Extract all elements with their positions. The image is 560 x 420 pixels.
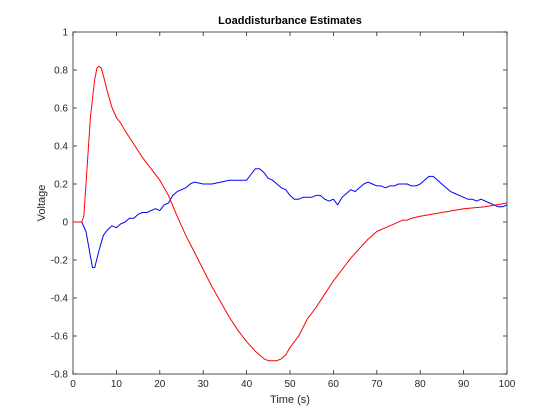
x-tick-label: 30 [198,379,210,390]
y-axis-label: Voltage [36,185,48,222]
axis-ticks: 0 10 20 30 40 50 60 70 80 90 100 -0.8 -0.6 -0.4 -0.2 0 0… [51,28,516,391]
x-tick-label: 0 [70,379,76,390]
y-tick-label: 1 [62,28,68,39]
x-axis-label: Time (s) [270,394,310,406]
x-tick-label: 40 [241,379,253,390]
y-tick-label: -0.8 [51,370,69,381]
series-line-2 [73,65,508,362]
x-tick-label: 80 [415,379,427,390]
y-tick-label: 0.8 [54,66,68,77]
series-layer [73,65,508,362]
chart-title: Loaddisturbance Estimates [218,15,362,27]
y-tick-label: 0.4 [54,142,68,153]
plot-area [72,31,508,375]
x-tick-label: 70 [371,379,383,390]
x-tick-label: 100 [499,379,516,390]
y-tick-label: -0.2 [51,256,69,267]
x-tick-label: 90 [458,379,470,390]
x-tick-label: 20 [154,379,166,390]
y-tick-label: 0 [62,218,68,229]
series-line-1 [73,168,508,269]
x-tick-label: 50 [284,379,296,390]
y-tick-label: 0.6 [54,104,68,115]
x-tick-label: 10 [111,379,123,390]
y-tick-label: -0.6 [51,332,69,343]
x-tick-label: 60 [328,379,340,390]
y-tick-label: 0.2 [54,180,68,191]
y-tick-label: -0.4 [51,294,69,305]
